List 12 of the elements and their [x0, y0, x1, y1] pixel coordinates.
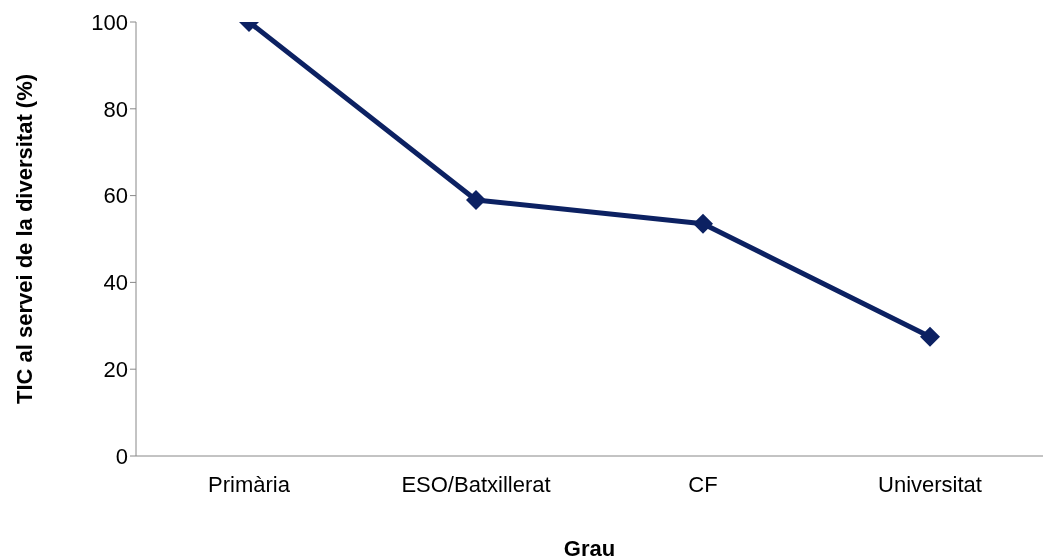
y-tick-label: 60: [103, 183, 128, 209]
x-tick-label: Universitat: [878, 471, 982, 497]
y-tick-label: 20: [103, 357, 128, 383]
x-tick-label: ESO/Batxillerat: [401, 471, 551, 497]
x-axis-title: Grau: [563, 536, 616, 559]
x-tick-label: CF: [688, 471, 718, 497]
y-axis-title: TIC al servei de la diversitat (%): [11, 73, 37, 405]
x-tick-label: Primària: [208, 471, 291, 497]
y-tick-label: 40: [103, 270, 128, 296]
y-tick-label: 80: [103, 96, 128, 122]
y-tick-label: 100: [91, 9, 128, 35]
y-tick-label: 0: [115, 443, 128, 469]
